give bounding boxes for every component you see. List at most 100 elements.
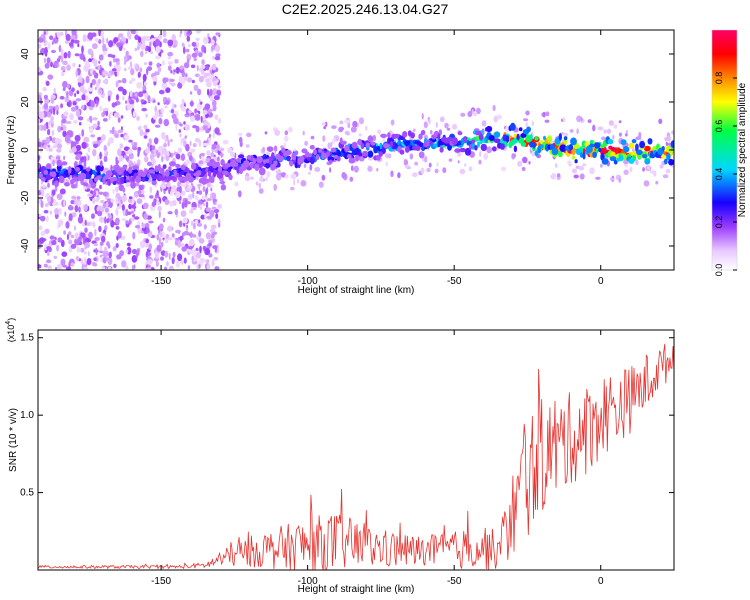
spectrogram-noise-cell <box>108 137 114 144</box>
spectrogram-noise-cell <box>88 126 94 134</box>
spectrogram-noise-cell <box>162 217 166 223</box>
spectrogram-noise-cell <box>156 234 160 241</box>
spectrogram-halo-cell <box>153 198 157 204</box>
spectrogram-noise-cell <box>58 207 62 215</box>
spectrogram-halo-cell <box>501 166 506 172</box>
spectrogram-noise-cell <box>131 30 137 35</box>
spectrogram-noise-cell <box>60 66 66 71</box>
spectrogram-noise-cell <box>86 152 89 161</box>
spectrogram-noise-cell <box>195 247 199 252</box>
spectrogram-noise-cell <box>104 216 107 224</box>
spectrogram-noise-cell <box>68 239 73 245</box>
spectrogram-noise-cell <box>171 102 175 110</box>
spectrogram-noise-cell <box>38 118 41 124</box>
spectrogram-halo-cell <box>412 172 418 177</box>
spectrogram-noise-cell <box>87 251 90 257</box>
spectrogram-halo-cell <box>582 163 587 167</box>
spectrogram-ridge-cell <box>105 170 113 177</box>
spectrogram-noise-cell <box>147 95 151 103</box>
spectrogram-halo-cell <box>624 133 628 137</box>
spectrogram-ridge-cell <box>147 173 151 178</box>
snr-panel: -150 -100 -50 0 0.5 1.0 1.5 Height of straigh… <box>5 318 675 595</box>
spectrogram-noise-cell <box>93 243 98 247</box>
spectrogram-ridge-cell <box>618 154 624 162</box>
spectrogram-noise-cell <box>192 125 198 129</box>
spectrogram-noise-cell <box>38 111 45 120</box>
spectrogram-ridge-cell <box>307 153 313 158</box>
spectrogram-noise-cell <box>43 123 47 132</box>
spectrogram-halo-cell <box>459 168 466 175</box>
spectrogram-noise-cell <box>126 102 132 111</box>
spectrogram-halo-cell <box>258 182 262 189</box>
spectrogram-noise-cell <box>207 88 210 96</box>
spectrogram-halo-cell <box>600 136 607 141</box>
spectrogram-noise-cell <box>194 194 199 201</box>
spectrogram-noise-cell <box>213 95 220 101</box>
spectrogram-halo-cell <box>192 191 195 199</box>
spectrogram-ridge-cell <box>289 160 294 167</box>
spectrogram-ridge-cell <box>478 133 484 141</box>
spectrogram-noise-cell <box>139 125 142 130</box>
spectrogram-noise-cell <box>70 262 75 267</box>
spectrogram-noise-cell <box>108 40 114 48</box>
spectrogram-halo-cell <box>603 129 607 134</box>
spectrogram-noise-cell <box>171 257 175 265</box>
spectrogram-halo-cell <box>300 180 307 187</box>
spectrogram-noise-cell <box>93 143 98 149</box>
spectrogram-noise-cell <box>112 246 117 252</box>
spectrogram-noise-cell <box>181 98 185 107</box>
spectrogram-noise-cell <box>107 243 111 249</box>
spectrogram-noise-cell <box>89 116 93 124</box>
spectrogram-halo-cell <box>40 181 44 185</box>
spectrogram-noise-cell <box>51 49 56 54</box>
spectrogram-noise-cell <box>142 90 147 94</box>
spectrogram-halo-cell <box>365 125 368 131</box>
spectrogram-noise-cell <box>95 247 98 256</box>
spectrogram-ridge-cell <box>446 136 453 142</box>
spectrogram-noise-cell <box>157 201 161 206</box>
spectrogram-ridge-cell <box>568 144 574 151</box>
spectrogram-noise-cell <box>71 87 75 93</box>
spectrogram-noise-cell <box>114 102 118 106</box>
spectrogram-ridge-cell <box>271 152 275 160</box>
spectrogram-noise-cell <box>186 35 191 42</box>
spectrogram-noise-cell <box>60 72 65 77</box>
spectrogram-halo-cell <box>344 119 350 124</box>
spectrogram-noise-cell <box>61 118 67 124</box>
spectrogram-noise-cell <box>124 55 128 63</box>
spectrogram-ridge-cell <box>203 178 210 184</box>
spectrogram-ridge-cell <box>631 139 637 144</box>
spectrogram-ridge-cell <box>175 163 181 168</box>
spectrogram-noise-cell <box>157 67 162 72</box>
spectrogram-halo-cell <box>522 156 528 164</box>
spectrogram-halo-cell <box>444 122 449 129</box>
spectrogram-noise-cell <box>130 210 134 214</box>
spectrogram-halo-cell <box>377 129 381 134</box>
spectrogram-ridge-cell <box>67 166 72 174</box>
spectrogram-noise-cell <box>169 78 175 82</box>
spectrogram-halo-cell <box>156 198 159 202</box>
spectrogram-halo-cell <box>350 165 354 172</box>
spectrogram-ridge-cell <box>286 156 291 162</box>
spectrogram-noise-cell <box>87 86 94 92</box>
spectrogram-noise-cell <box>146 66 153 71</box>
spectrogram-noise-cell <box>57 125 62 133</box>
spectrogram-noise-cell <box>102 37 105 45</box>
spectrogram-ridge-cell <box>126 176 130 181</box>
spectrogram-noise-cell <box>50 97 55 104</box>
spectrogram-halo-cell <box>387 153 392 159</box>
spectrogram-ridge-cell <box>258 167 266 176</box>
spectrogram-noise-cell <box>198 264 201 269</box>
spectrogram-noise-cell <box>123 47 126 51</box>
spectrogram-noise-cell <box>63 111 69 117</box>
snr-frame <box>37 329 675 571</box>
spectrogram-ridge-cell <box>132 165 140 170</box>
spectrogram-noise-cell <box>99 241 104 246</box>
spectrogram-noise-cell <box>118 33 124 38</box>
spectrogram-halo-cell <box>303 163 307 168</box>
spectrogram-halo-cell <box>314 167 321 172</box>
spectrogram-ridge-cell <box>669 149 673 157</box>
spectrogram-noise-cell <box>177 147 183 154</box>
spectrogram-noise-cell <box>205 113 210 118</box>
spectrogram-noise-cell <box>164 105 168 109</box>
